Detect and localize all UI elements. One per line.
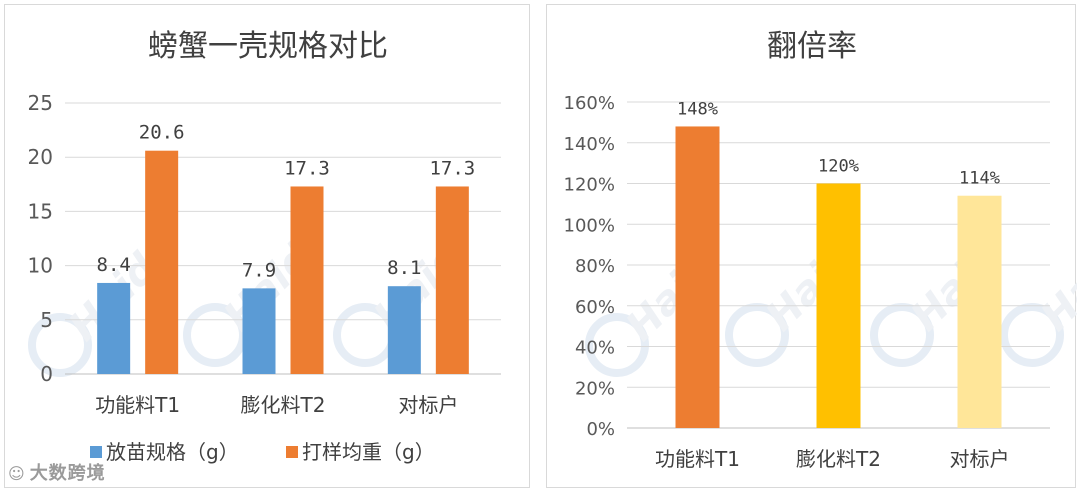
- y-tick-label: 20: [28, 145, 53, 169]
- y-tick-label: 10: [28, 254, 53, 278]
- bar: [290, 186, 324, 374]
- watermark-logo-icon: [725, 303, 789, 367]
- data-label: 17.3: [429, 157, 475, 179]
- watermark-logo-icon: [585, 313, 649, 377]
- bar: [97, 282, 131, 374]
- data-label: 120%: [818, 157, 859, 177]
- y-tick-label: 80%: [575, 256, 615, 277]
- bar: [387, 286, 421, 374]
- x-category-label: 功能料T1: [95, 393, 180, 417]
- y-tick-label: 0: [40, 362, 53, 386]
- y-tick-label: 120%: [564, 175, 615, 196]
- data-label: 8.4: [97, 254, 131, 276]
- y-tick-label: 140%: [564, 134, 615, 155]
- y-tick-label: 25: [28, 91, 53, 115]
- x-category-label: 对标户: [398, 393, 458, 417]
- bar: [435, 186, 469, 374]
- x-category-label: 功能料T1: [655, 447, 740, 471]
- chart-panel-doubling-rate: Haid Haid Haid Haid 翻倍率 0% 20% 40% 60% 80% 100% 1…: [546, 4, 1077, 488]
- legend: 放苗规格（g） 打样均重（g）: [90, 440, 435, 464]
- legend-swatch-series-2: [286, 446, 298, 458]
- data-label: 114%: [959, 169, 1000, 189]
- data-label: 8.1: [387, 257, 421, 279]
- legend-label-series-2: 打样均重（g）: [302, 440, 435, 464]
- legend-label-series-1: 放苗规格（g）: [106, 440, 239, 464]
- bar: [816, 183, 861, 428]
- x-category-label: 膨化料T2: [241, 393, 326, 417]
- footer-watermark: ☺ 大数跨境: [8, 459, 106, 485]
- bar: [145, 150, 179, 374]
- y-tick-label: 0%: [586, 419, 615, 440]
- chat-bubble-icon: ☺: [8, 464, 26, 483]
- watermark-logo-icon: [870, 303, 934, 367]
- watermark-logo-icon: [1000, 303, 1064, 367]
- y-tick-label: 40%: [575, 338, 615, 359]
- x-category-label: 对标户: [950, 447, 1010, 471]
- y-tick-label: 60%: [575, 297, 615, 318]
- y-tick-label: 20%: [575, 378, 615, 399]
- data-label: 20.6: [139, 122, 185, 144]
- y-tick-label: 15: [28, 199, 53, 223]
- x-category-label: 膨化料T2: [796, 447, 881, 471]
- chart-title: 螃蟹一壳规格对比: [148, 29, 388, 64]
- bar: [957, 195, 1002, 428]
- y-tick-label: 100%: [564, 215, 615, 236]
- legend-swatch-series-1: [90, 446, 102, 458]
- data-label: 17.3: [284, 157, 330, 179]
- y-tick-label: 5: [40, 308, 53, 332]
- bar: [675, 126, 720, 428]
- bar: [242, 288, 276, 374]
- y-tick-label: 160%: [564, 93, 615, 114]
- data-label: 148%: [677, 99, 718, 119]
- bar-chart-doubling-rate: Haid Haid Haid Haid 翻倍率 0%20%40%60%80%100%1…: [564, 29, 1077, 471]
- footer-watermark-text: 大数跨境: [29, 463, 106, 484]
- data-label: 7.9: [242, 259, 276, 281]
- watermark-text: Haid: [1033, 235, 1077, 340]
- chart-title: 翻倍率: [767, 29, 857, 64]
- watermark-logo-icon: [28, 313, 92, 377]
